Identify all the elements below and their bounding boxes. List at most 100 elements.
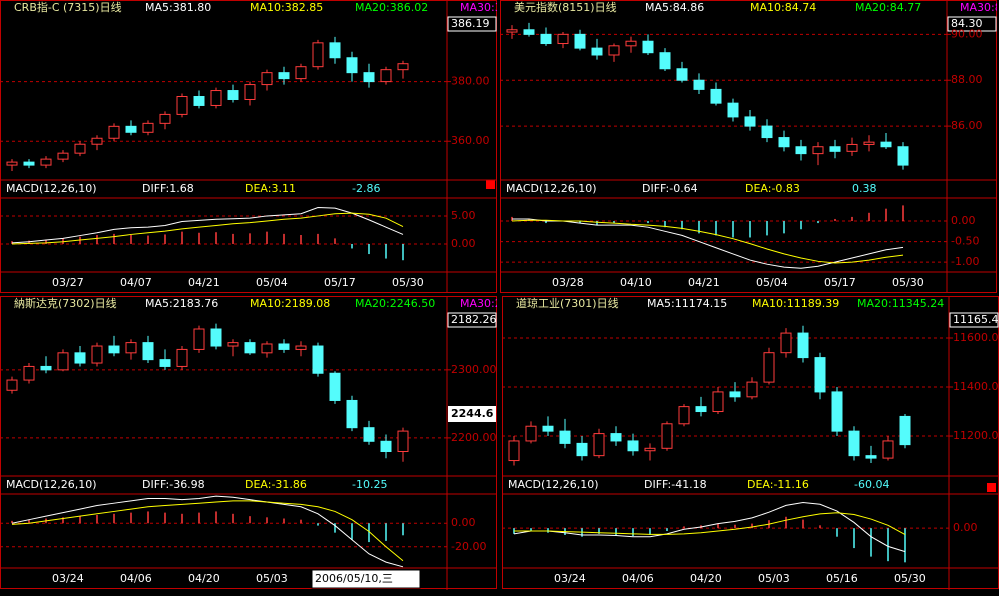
candle-body xyxy=(227,342,239,347)
dea-label: DEA:-31.86 xyxy=(245,478,307,491)
price-box xyxy=(447,312,497,328)
x-tick-label: 04/06 xyxy=(120,572,152,585)
candle-body xyxy=(661,423,673,449)
candle-body xyxy=(729,391,741,398)
candle-body xyxy=(846,143,858,152)
macd-value: -60.04 xyxy=(854,478,889,491)
candle-body xyxy=(897,146,909,166)
candle-body xyxy=(523,29,535,35)
candle-body xyxy=(363,72,375,83)
cursor-label: 2006/05/10,三 xyxy=(315,572,393,585)
candle-body xyxy=(746,381,758,398)
candle-body xyxy=(591,47,603,56)
ma-label: MA20:11345.24 xyxy=(857,297,944,310)
x-tick-label: 05/17 xyxy=(324,276,356,289)
candle-body xyxy=(210,328,222,347)
candle-body xyxy=(880,141,892,148)
ma-label: MA5:11174.15 xyxy=(647,297,727,310)
y-tick-label: 11200.00 xyxy=(953,429,999,442)
y-tick-label: 360.00 xyxy=(451,134,490,147)
candle-body xyxy=(506,29,518,33)
x-tick-label: 05/16 xyxy=(826,572,858,585)
candle-body xyxy=(795,146,807,155)
candle-body xyxy=(159,113,171,124)
side-box xyxy=(448,406,496,422)
y-tick-label: 2300.00 xyxy=(451,363,497,376)
candle-body xyxy=(74,143,86,154)
candle-body xyxy=(312,345,324,374)
candle-body xyxy=(712,391,724,413)
chart-title: 納斯达克(7302)日线 xyxy=(14,296,117,310)
candle-body xyxy=(727,102,739,118)
y-tick-label: -20.00 xyxy=(451,540,486,553)
candle-body xyxy=(380,440,392,453)
marker xyxy=(987,483,996,492)
x-tick-label: 04/07 xyxy=(120,276,152,289)
candle-body xyxy=(244,84,256,100)
candle-body xyxy=(642,40,654,54)
chart-title: 美元指数(8151)日线 xyxy=(514,0,617,14)
last-price: 2182.26 xyxy=(451,313,497,326)
candle-body xyxy=(40,158,52,166)
macd-value: -10.25 xyxy=(352,478,387,491)
macd-title: MACD(12,26,10) xyxy=(6,182,97,195)
candle-body xyxy=(627,440,639,452)
ma-label: MA20:84.77 xyxy=(855,1,921,14)
x-tick-label: 03/27 xyxy=(52,276,84,289)
candle-body xyxy=(797,332,809,359)
y-tick-label: 11600.00 xyxy=(953,331,999,344)
candle-body xyxy=(295,345,307,350)
candle-body xyxy=(6,379,18,391)
candle-body xyxy=(882,440,894,459)
last-price: 84.30 xyxy=(951,17,983,30)
y-tick-label: -0.50 xyxy=(951,235,979,248)
diff-line xyxy=(11,207,404,244)
ma-label: MA10:2189.08 xyxy=(250,297,330,310)
x-tick-label: 05/30 xyxy=(892,276,924,289)
y-tick-label: 2200.00 xyxy=(451,431,497,444)
candle-body xyxy=(176,96,188,115)
candle-body xyxy=(74,352,86,364)
candle-body xyxy=(676,68,688,81)
candle-body xyxy=(848,430,860,457)
chart-panel: 納斯达克(7302)日线 MA5:2183.76 MA10:2189.08 MA20:… xyxy=(0,296,497,590)
candle-body xyxy=(508,440,520,462)
candle-body xyxy=(542,425,554,432)
x-tick-label: 05/17 xyxy=(824,276,856,289)
candle-body xyxy=(763,352,775,383)
candle-body xyxy=(644,447,656,452)
candle-body xyxy=(142,122,154,133)
diff-line xyxy=(512,218,904,269)
candle-body xyxy=(831,391,843,432)
candle-body xyxy=(899,415,911,446)
candle-body xyxy=(678,406,690,425)
ma-label: MA5:381.80 xyxy=(145,1,211,14)
x-tick-label: 04/21 xyxy=(188,276,220,289)
candle-body xyxy=(693,79,705,90)
candle-body xyxy=(814,357,826,393)
candle-body xyxy=(761,125,773,139)
candle-body xyxy=(608,45,620,56)
x-tick-label: 04/21 xyxy=(688,276,720,289)
chart-panel: 美元指数(8151)日线 MA5:84.86 MA10:84.74 MA20:84.7… xyxy=(500,0,999,293)
diff-label: DIFF:-0.64 xyxy=(642,182,698,195)
y-tick-label: 0.00 xyxy=(951,214,976,227)
candle-body xyxy=(125,125,137,133)
candle-body xyxy=(278,72,290,80)
candle-body xyxy=(710,88,722,104)
candle-body xyxy=(380,69,392,83)
last-price: 11165.43 xyxy=(953,313,999,326)
candle-body xyxy=(610,433,622,442)
candle-body xyxy=(329,372,341,401)
ma-label: MA30:8 xyxy=(960,1,999,14)
candle-body xyxy=(625,40,637,47)
marker xyxy=(486,180,495,189)
y-tick-label: 0.00 xyxy=(451,516,476,529)
candle-body xyxy=(57,352,69,371)
candle-body xyxy=(142,342,154,361)
candle-body xyxy=(193,96,205,106)
candle-body xyxy=(108,345,120,354)
x-tick-label: 03/24 xyxy=(554,572,586,585)
candle-body xyxy=(23,161,35,166)
